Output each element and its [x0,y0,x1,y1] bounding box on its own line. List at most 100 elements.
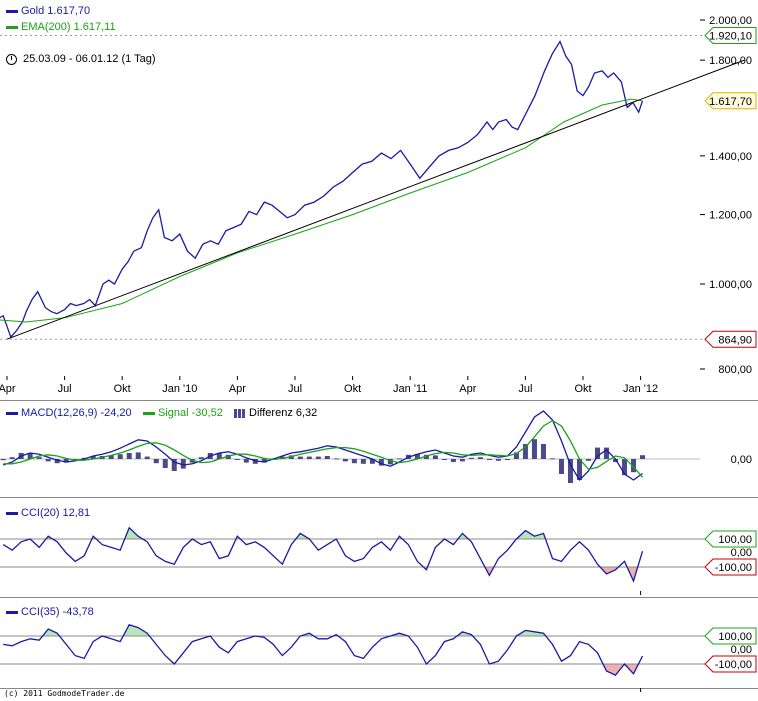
price-tag-last [704,92,757,110]
x-tick-label: Jan '11 [393,383,427,395]
histogram-bar [495,459,501,461]
overbought-fill [3,527,643,539]
level-tag [704,558,757,576]
y-tick-label: 1.200,00 [709,210,752,222]
histogram-bar [558,459,564,474]
histogram-bar [162,459,168,468]
legend-macd: MACD(12,26,9) -24,20 [6,407,132,419]
histogram-bar [414,454,420,459]
histogram-bar [27,453,33,459]
histogram-bar [360,459,366,464]
histogram-bar [441,459,447,460]
legend-diff: Differenz 6,32 [234,407,317,419]
histogram-bar [108,455,114,459]
x-tick-label: Apr [459,383,476,395]
legend-cci35: CCI(35) -43,78 [6,606,94,618]
histogram-bar [468,457,474,459]
x-tick-label: Okt [344,383,361,395]
histogram-bar [549,458,555,460]
histogram-bar [432,455,438,459]
x-tick-label: Jul [518,383,532,395]
oversold-fill [3,567,643,581]
histogram-bar [640,455,646,459]
signal-line [3,419,643,478]
histogram-bar [477,457,483,459]
histogram-bar [504,459,510,460]
price-tag-label-high: 1.920,10 [709,31,752,43]
histogram-bar [396,458,402,460]
histogram-bar [180,459,186,469]
x-tick-label: Jul [58,383,72,395]
macd-zero-label: 0,00 [731,454,752,466]
histogram-bar [324,456,330,459]
histogram-bar [594,447,600,459]
histogram-bar [126,453,132,459]
histogram-bar [45,459,51,462]
y-tick-label: 1.400,00 [709,151,752,163]
histogram-bar [576,459,582,480]
legend-cci20: CCI(20) 12,81 [6,507,90,519]
date-range-label: 25.03.09 - 06.01.12 (1 Tag) [23,53,156,65]
histogram-bar [225,454,231,459]
copyright: (c) 2011 GodmodeTrader.de [4,689,125,698]
histogram-bar [423,454,429,459]
level-tag [704,627,757,645]
level-tag [704,530,757,548]
x-tick-label: Okt [574,383,591,395]
series-gold [0,40,644,339]
price-tag-high [704,27,757,45]
level-tag-label: -100,00 [715,562,752,574]
price-tag-label-low: 864,90 [718,334,752,346]
histogram-bar [622,459,628,476]
x-tick-label: Apr [229,383,246,395]
legend-gold: Gold 1.617,70 [6,5,90,17]
x-tick-label: Jan '12 [623,383,658,395]
level-tag-label: -100,00 [715,659,752,671]
level-tag [704,655,757,673]
cci-line [2,526,644,583]
histogram-bar [135,452,141,459]
histogram-bar [585,459,591,461]
zero-label: 0,00 [731,644,752,656]
histogram-bar [198,457,204,459]
level-tag-label: 100,00 [718,534,752,546]
legend-gold-label: Gold 1.617,70 [21,5,91,17]
legend-cci20-label: CCI(20) 12,81 [21,507,91,519]
histogram-bar [613,459,619,462]
histogram-bar [117,454,123,459]
level-tag-label: 100,00 [718,631,752,643]
histogram-icon [234,408,246,418]
y-tick-label: 1.800,00 [709,55,752,67]
histogram-bar [486,459,492,460]
histogram-bar [387,459,393,465]
oversold-fill [3,664,643,676]
histogram-bar [216,453,222,459]
histogram-bar [513,452,519,459]
histogram-bar [531,439,537,459]
histogram-bar [297,456,303,459]
legend-macd-label: MACD(12,26,9) -24,20 [21,407,132,419]
histogram-bar [333,458,339,460]
legend-ema-label: EMA(200) 1.617,11 [21,21,116,33]
histogram-bar [9,457,15,459]
x-tick-label: Okt [114,383,131,395]
legend-ema: EMA(200) 1.617,11 [6,21,116,33]
legend-signal: Signal -30,52 [143,407,223,419]
legend-cci35-label: CCI(35) -43,78 [21,606,94,618]
y-tick-label: 2.000,00 [709,15,752,27]
zero-label: 0,00 [731,547,752,559]
histogram-bar [144,456,150,459]
histogram-bar [567,459,573,483]
histogram-bar [450,459,456,462]
x-tick-label: Jan '10 [162,383,197,395]
histogram-bar [603,447,609,459]
histogram-bar [36,457,42,459]
x-tick-label: Apr [0,383,16,395]
histogram-bar [315,456,321,459]
overbought-fill [3,624,643,636]
y-tick-label: 1.000,00 [709,279,752,291]
price-tag-low [704,330,757,348]
histogram-bar [459,459,465,462]
